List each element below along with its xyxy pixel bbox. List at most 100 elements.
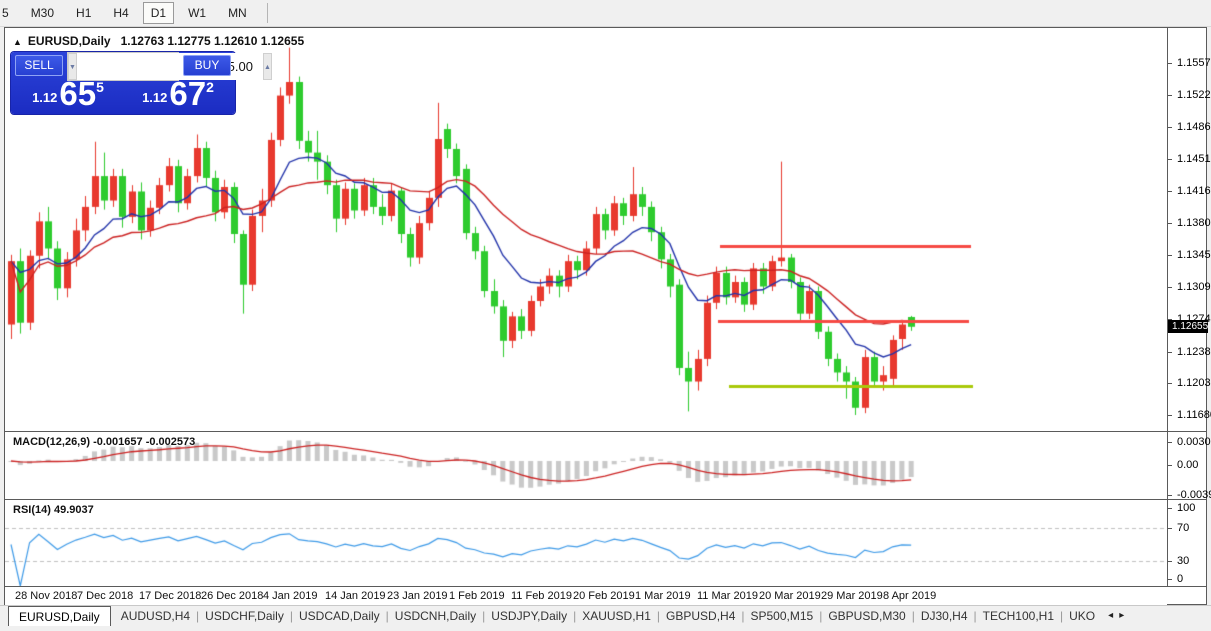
chart-tab-usdcad-daily[interactable]: USDCAD,Daily <box>298 609 380 623</box>
tab-separator: | <box>385 609 389 623</box>
rsi-axis-label: 0 <box>1177 573 1184 585</box>
price-chart-canvas[interactable] <box>5 28 1167 586</box>
tab-separator: | <box>819 609 823 623</box>
rsi-axis-label-tick <box>1168 561 1172 562</box>
time-axis-label: 11 Feb 2019 <box>511 590 572 602</box>
price-axis-label-tick <box>1168 127 1172 128</box>
buy-button[interactable]: BUY <box>183 55 231 76</box>
time-axis-label: 17 Dec 2018 <box>139 590 202 602</box>
tab-scroll-right-icon[interactable]: ▸ <box>1119 610 1125 621</box>
price-axis-label-tick <box>1168 319 1172 320</box>
chart-tab-eurusd-daily[interactable]: EURUSD,Daily <box>8 606 111 626</box>
chart-tab-dj30-h4[interactable]: DJ30,H4 <box>920 609 968 623</box>
price-axis-label: 1.15220 <box>1177 89 1211 101</box>
price-axis-label-tick <box>1168 255 1172 256</box>
rsi-axis-label-tick <box>1168 508 1172 509</box>
chart-tab-tech100-h1[interactable]: TECH100,H1 <box>982 609 1055 623</box>
current-price-tag: 1.12655 <box>1168 320 1208 333</box>
time-axis-label: 8 Apr 2019 <box>883 590 937 602</box>
rsi-current-value: 49.9037 <box>53 504 94 516</box>
time-axis-label: 28 Nov 2018 <box>15 590 78 602</box>
volume-input[interactable] <box>76 53 263 80</box>
price-axis-border <box>1167 28 1168 586</box>
timeframe-toolbar: 5 M30 H1 H4 D1 W1 MN <box>0 0 1211 27</box>
sell-price-display[interactable]: 1.12 65 5 <box>14 75 122 112</box>
chart-tab-usdcnh-daily[interactable]: USDCNH,Daily <box>394 609 477 623</box>
timeframe-button-mn[interactable]: MN <box>228 6 247 20</box>
timeframe-button-5[interactable]: 5 <box>2 6 9 20</box>
price-axis-label-tick <box>1168 287 1172 288</box>
macd-name: MACD(12,26,9) <box>13 436 91 448</box>
macd-axis-label: 0.00 <box>1177 459 1199 471</box>
subwindow-arrow-icon: ▲ <box>13 37 22 47</box>
buy-price-prefix: 1.12 <box>142 90 168 105</box>
chart-ohlc-values: 1.12763 1.12775 1.12610 1.12655 <box>120 34 305 48</box>
chart-title: ▲ EURUSD,Daily 1.12763 1.12775 1.12610 1.1… <box>13 34 304 48</box>
time-axis-label: 1 Mar 2019 <box>635 590 691 602</box>
chart-tab-uko[interactable]: UKO <box>1069 609 1096 623</box>
chart-tab-audusd-h4[interactable]: AUDUSD,H4 <box>120 609 191 623</box>
price-axis-label: 1.14860 <box>1177 121 1211 133</box>
chart-tab-usdchf-daily[interactable]: USDCHF,Daily <box>205 609 284 623</box>
volume-increase-icon[interactable]: ▲ <box>262 53 272 80</box>
time-axis-label: 23 Jan 2019 <box>387 590 448 602</box>
price-axis-label-tick <box>1168 159 1172 160</box>
chart-symbol-label: EURUSD,Daily <box>27 34 111 48</box>
time-axis-label: 11 Mar 2019 <box>697 590 758 602</box>
date-axis-separator <box>5 586 1206 587</box>
macd-axis-label: 0.003095 <box>1177 436 1211 448</box>
sell-button[interactable]: SELL <box>15 55 63 76</box>
chart-tab-xauusd-h1[interactable]: XAUUSD,H1 <box>582 609 651 623</box>
timeframe-button-w1[interactable]: W1 <box>188 6 207 20</box>
rsi-axis-label: 30 <box>1177 555 1190 567</box>
tab-separator: | <box>573 609 577 623</box>
price-axis-label: 1.13090 <box>1177 281 1211 293</box>
tab-separator: | <box>973 609 977 623</box>
one-click-trade-widget: SELL ▼ ▲ BUY 1.12 65 5 1.12 67 2 <box>11 52 272 114</box>
trade-widget-top-row: SELL ▼ ▲ BUY <box>11 52 272 81</box>
macd-panel-separator <box>5 431 1206 432</box>
sell-price-main: 65 <box>59 75 97 112</box>
macd-current-values: -0.001657 -0.002573 <box>93 436 196 448</box>
tab-separator: | <box>656 609 661 623</box>
sell-price-prefix: 1.12 <box>32 90 58 105</box>
macd-axis-label-tick <box>1168 442 1172 443</box>
price-axis-label-tick <box>1168 415 1172 416</box>
chart-tab-sp500-m15[interactable]: SP500,M15 <box>750 609 814 623</box>
macd-axis-label-tick <box>1168 465 1172 466</box>
time-axis-label: 20 Mar 2019 <box>759 590 821 602</box>
time-axis-label: 7 Dec 2018 <box>77 590 134 602</box>
timeframe-button-h1[interactable]: H1 <box>76 6 92 20</box>
chart-tab-gbpusd-m30[interactable]: GBPUSD,M30 <box>828 609 906 623</box>
toolbar-separator <box>266 3 268 23</box>
price-axis-label: 1.14510 <box>1177 153 1211 165</box>
timeframe-button-m30[interactable]: M30 <box>30 6 55 20</box>
price-axis-label-tick <box>1168 383 1172 384</box>
tab-separator: | <box>196 609 200 623</box>
rsi-axis-label: 100 <box>1177 502 1196 514</box>
time-axis-label: 20 Feb 2019 <box>573 590 635 602</box>
timeframe-button-h4[interactable]: H4 <box>113 6 129 20</box>
time-axis-label: 14 Jan 2019 <box>325 590 386 602</box>
buy-price-pipette: 2 <box>206 79 214 95</box>
time-axis-label: 26 Dec 2018 <box>201 590 264 602</box>
tab-separator: | <box>741 609 745 623</box>
chart-tab-gbpusd-h4[interactable]: GBPUSD,H4 <box>666 609 736 623</box>
time-axis-label: 1 Feb 2019 <box>449 590 505 602</box>
volume-decrease-icon[interactable]: ▼ <box>68 53 77 80</box>
tab-separator: | <box>482 609 486 623</box>
timeframe-button-d1[interactable]: D1 <box>142 2 175 24</box>
price-axis-label-tick <box>1168 95 1172 96</box>
rsi-axis-label-tick <box>1168 579 1172 580</box>
buy-price-display[interactable]: 1.12 67 2 <box>124 77 232 111</box>
sell-price-pipette: 5 <box>96 79 104 95</box>
price-axis-label-tick <box>1168 191 1172 192</box>
price-axis-label: 1.13450 <box>1177 249 1211 261</box>
price-axis-label-tick <box>1168 352 1172 353</box>
bottom-strip <box>0 626 1211 631</box>
rsi-axis-label-tick <box>1168 528 1172 529</box>
macd-indicator-label: MACD(12,26,9) -0.001657 -0.002573 <box>13 436 195 448</box>
tab-scroll-left-icon[interactable]: ◂ <box>1108 610 1114 621</box>
chart-tab-usdjpy-daily[interactable]: USDJPY,Daily <box>491 609 568 623</box>
